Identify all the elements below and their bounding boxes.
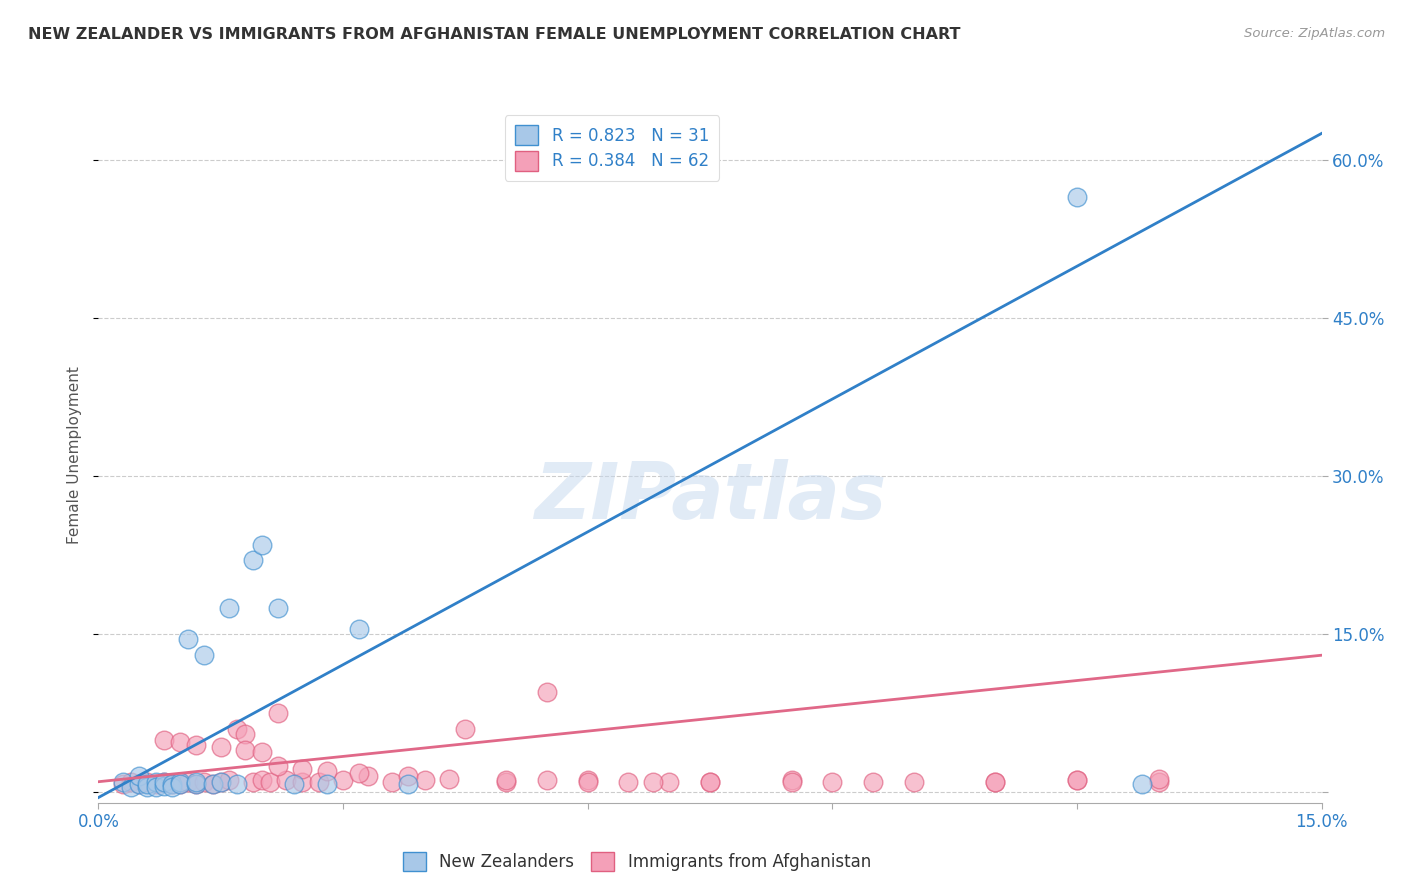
Point [349, 766, 371, 780]
Point [120, 780, 142, 794]
Point [283, 777, 305, 791]
Point [658, 774, 681, 789]
Point [128, 777, 150, 791]
Point [437, 772, 460, 786]
Point [495, 774, 517, 789]
Point [128, 769, 150, 783]
Point [396, 777, 419, 791]
Point [381, 774, 404, 789]
Point [349, 622, 371, 636]
Point [315, 764, 337, 779]
Point [209, 774, 232, 789]
Point [250, 745, 273, 759]
Point [111, 774, 134, 789]
Point [201, 777, 224, 791]
Point [821, 774, 844, 789]
Point [576, 772, 599, 787]
Point [169, 734, 191, 748]
Point [699, 774, 721, 789]
Point [226, 777, 249, 791]
Point [186, 777, 208, 791]
Point [186, 738, 208, 752]
Point [291, 774, 314, 789]
Point [267, 706, 290, 721]
Point [242, 553, 264, 567]
Point [145, 777, 167, 791]
Text: ZIPatlas: ZIPatlas [534, 458, 886, 534]
Point [186, 777, 208, 791]
Point [536, 685, 558, 699]
Point [201, 777, 224, 791]
Point [641, 774, 664, 789]
Point [242, 774, 264, 789]
Point [1066, 189, 1088, 203]
Legend: New Zealanders, Immigrants from Afghanistan: New Zealanders, Immigrants from Afghanis… [396, 846, 877, 878]
Point [177, 632, 200, 647]
Point [780, 774, 803, 789]
Point [193, 648, 215, 663]
Point [145, 780, 167, 794]
Point [169, 774, 191, 789]
Point [1147, 774, 1170, 789]
Point [576, 774, 599, 789]
Point [160, 780, 183, 794]
Point [152, 732, 174, 747]
Point [780, 772, 803, 787]
Point [332, 772, 354, 787]
Point [267, 600, 290, 615]
Point [193, 774, 215, 789]
Point [1130, 777, 1153, 791]
Point [136, 780, 159, 794]
Point [152, 774, 174, 789]
Point [145, 774, 167, 789]
Point [152, 779, 174, 793]
Point [862, 774, 884, 789]
Point [186, 774, 208, 789]
Point [209, 739, 232, 754]
Point [536, 772, 558, 787]
Point [413, 772, 436, 787]
Point [136, 777, 159, 791]
Point [1066, 772, 1088, 787]
Point [250, 537, 273, 551]
Point [274, 772, 297, 787]
Point [111, 777, 134, 791]
Point [267, 759, 290, 773]
Point [169, 777, 191, 791]
Point [1147, 772, 1170, 786]
Point [617, 774, 640, 789]
Point [1066, 772, 1088, 787]
Text: Source: ZipAtlas.com: Source: ZipAtlas.com [1244, 27, 1385, 40]
Point [454, 722, 477, 736]
Point [177, 774, 200, 789]
Point [136, 774, 159, 789]
Point [250, 772, 273, 787]
Point [233, 743, 256, 757]
Point [209, 774, 232, 789]
Point [291, 762, 314, 776]
Y-axis label: Female Unemployment: Female Unemployment [67, 366, 83, 544]
Point [233, 727, 256, 741]
Text: NEW ZEALANDER VS IMMIGRANTS FROM AFGHANISTAN FEMALE UNEMPLOYMENT CORRELATION CHA: NEW ZEALANDER VS IMMIGRANTS FROM AFGHANI… [28, 27, 960, 42]
Point [152, 774, 174, 789]
Point [699, 774, 721, 789]
Point [160, 777, 183, 791]
Point [903, 774, 925, 789]
Point [169, 777, 191, 791]
Point [984, 774, 1007, 789]
Point [984, 774, 1007, 789]
Point [315, 777, 337, 791]
Point [226, 722, 249, 736]
Point [218, 600, 240, 615]
Point [259, 774, 281, 789]
Point [218, 772, 240, 787]
Point [120, 774, 142, 789]
Point [396, 769, 419, 783]
Point [495, 772, 517, 787]
Point [308, 774, 330, 789]
Point [160, 777, 183, 791]
Point [128, 777, 150, 791]
Point [356, 769, 378, 783]
